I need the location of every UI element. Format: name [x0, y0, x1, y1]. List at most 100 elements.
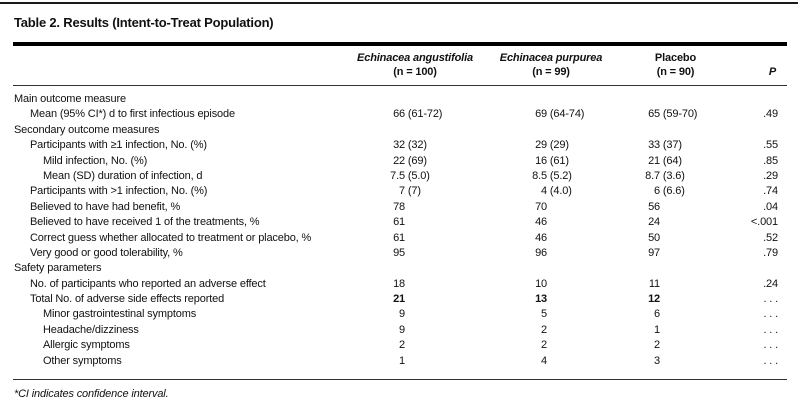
cell-purpurea: 70 [485, 200, 617, 215]
cell-p-value: . . . [763, 339, 778, 352]
row-label: Headache/dizziness [43, 323, 139, 336]
cell-purpurea: 5 [485, 307, 617, 322]
cell-parenthetical: (61) [547, 154, 569, 167]
cell-placebo: 6 [617, 307, 734, 322]
cell-p-value: .52 [763, 231, 778, 244]
cell-parenthetical: (6.6) [660, 185, 685, 198]
row-label: Participants with >1 infection, No. (%) [30, 185, 208, 198]
cell-number: 65 [648, 108, 660, 121]
cell-parenthetical: (64) [660, 154, 682, 167]
cell-p-value: .49 [763, 108, 778, 121]
table-row: Other symptoms 1 4 3 . . . [14, 354, 784, 369]
cell-number: 24 [648, 216, 660, 229]
cell-p-value: .24 [763, 277, 778, 290]
cell-purpurea: 4 [485, 354, 617, 369]
row-label: Secondary outcome measures [14, 123, 160, 136]
row-label: Believed to have had benefit, % [30, 200, 181, 213]
cell-number: 8.5 [532, 169, 547, 182]
cell-parenthetical: (7) [405, 185, 421, 198]
cell-number: 6 [654, 185, 660, 198]
row-label: No. of participants who reported an adve… [30, 277, 266, 290]
cell-p-value: <.001 [750, 216, 778, 229]
cell-number: 69 [535, 108, 547, 121]
cell-parenthetical: (64-74) [547, 108, 585, 121]
table-row: Main outcome measure [14, 92, 784, 107]
cell-angustifolia: 9 [345, 307, 485, 322]
cell-number: 56 [648, 200, 660, 213]
cell-placebo: 8.7 (3.6) [617, 169, 734, 184]
cell-angustifolia: 1 [345, 354, 485, 369]
cell-purpurea: 69 (64-74) [485, 107, 617, 122]
table-row: Participants with ≥1 infection, No. (%) 3… [14, 138, 784, 153]
cell-number: 29 [535, 139, 547, 152]
table-row: Minor gastrointestinal symptoms 9 5 6 . . . [14, 307, 784, 322]
table-row: Mean (SD) duration of infection, d 7.5 (5… [14, 169, 784, 184]
cell-number: 16 [535, 154, 547, 167]
row-label: Believed to have received 1 of the treat… [30, 216, 260, 229]
cell-placebo: 2 [617, 338, 734, 353]
cell-number: 96 [535, 246, 547, 259]
cell-number: 97 [648, 246, 660, 259]
cell-angustifolia: 95 [345, 246, 485, 261]
column-header-angustifolia: Echinacea angustifolia (n = 100) [345, 52, 485, 79]
cell-parenthetical: (37) [660, 139, 682, 152]
cell-number: 12 [648, 293, 660, 306]
table-row: Correct guess whether allocated to treat… [14, 231, 784, 246]
row-label: Total No. of adverse side effects report… [30, 293, 225, 306]
cell-angustifolia: 7 (7) [345, 184, 485, 199]
cell-number: 9 [399, 308, 405, 321]
cell-parenthetical: (61-72) [405, 108, 443, 121]
cell-placebo: 12 [617, 292, 734, 307]
table-row: Allergic symptoms 2 2 2 . . . [14, 338, 784, 353]
cell-number: 70 [535, 200, 547, 213]
table-body: Main outcome measure Mean (95% CI*) d to … [0, 86, 798, 369]
cell-purpurea: 10 [485, 277, 617, 292]
cell-number: 61 [393, 216, 405, 229]
table-row: Believed to have had benefit, % 78 70 56 .04 [14, 200, 784, 215]
cell-purpurea: 46 [485, 215, 617, 230]
cell-purpurea: 16 (61) [485, 154, 617, 169]
cell-number: 10 [535, 277, 547, 290]
table-title: Table 2. Results (Intent-to-Treat Popula… [14, 15, 274, 30]
cell-p-value: . . . [763, 308, 778, 321]
cell-number: 2 [399, 339, 405, 352]
table-row: Participants with >1 infection, No. (%) 7… [14, 184, 784, 199]
column-header-n: (n = 99) [532, 65, 570, 78]
column-header-n: (n = 90) [656, 65, 695, 78]
cell-purpurea: 46 [485, 231, 617, 246]
cell-number: 6 [654, 308, 660, 321]
cell-placebo: 24 [617, 215, 734, 230]
cell-number: 5 [541, 308, 547, 321]
cell-angustifolia: 2 [345, 338, 485, 353]
cell-number: 66 [393, 108, 405, 121]
cell-placebo: 6 (6.6) [617, 184, 734, 199]
cell-angustifolia: 21 [345, 292, 485, 307]
cell-placebo: 1 [617, 323, 734, 338]
cell-number: 22 [393, 154, 405, 167]
cell-parenthetical: (59-70) [660, 108, 698, 121]
table-row: Safety parameters [14, 261, 784, 276]
row-label: Minor gastrointestinal symptoms [43, 308, 197, 321]
table-row: Believed to have received 1 of the treat… [14, 215, 784, 230]
table-row: Total No. of adverse side effects report… [14, 292, 784, 307]
cell-number: 3 [654, 354, 660, 367]
column-header-name: Echinacea purpurea [499, 52, 603, 64]
cell-purpurea: 13 [485, 292, 617, 307]
cell-number: 2 [541, 323, 547, 336]
cell-angustifolia: 7.5 (5.0) [345, 169, 485, 184]
cell-purpurea: 4 (4.0) [485, 184, 617, 199]
table-top-thick-rule [13, 42, 787, 46]
cell-number: 1 [399, 354, 405, 367]
header-divider-rule [13, 85, 787, 86]
cell-placebo: 21 (64) [617, 154, 734, 169]
cell-number: 8.7 [645, 169, 660, 182]
cell-number: 78 [393, 200, 405, 213]
cell-placebo: 56 [617, 200, 734, 215]
cell-number: 4 [541, 185, 547, 198]
cell-placebo: 33 (37) [617, 138, 734, 153]
cell-purpurea: 29 (29) [485, 138, 617, 153]
cell-number: 7 [399, 185, 405, 198]
cell-number: 18 [393, 277, 405, 290]
row-label: Mean (95% CI*) d to first infectious epi… [30, 108, 235, 121]
column-header-n: (n = 100) [393, 65, 437, 78]
